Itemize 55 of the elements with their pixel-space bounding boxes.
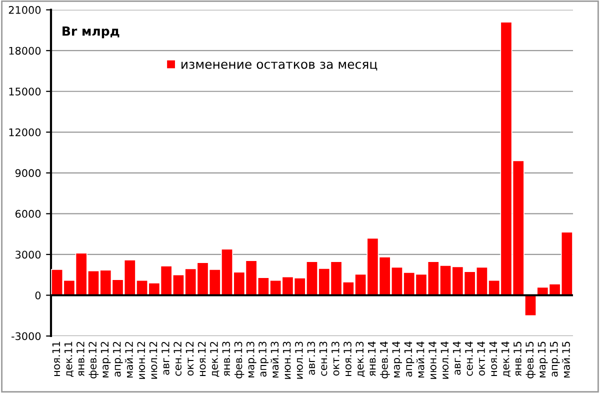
x-tick-label: сен.12 bbox=[174, 342, 182, 376]
x-tick-label: ноя.12 bbox=[198, 342, 206, 376]
y-tick-label: 3000 bbox=[16, 250, 41, 259]
y-tick-label: 6000 bbox=[15, 210, 41, 218]
y-tick-label: -3000 bbox=[12, 332, 41, 340]
x-tick-label: фев.13 bbox=[234, 342, 244, 378]
x-tick-label: окт.14 bbox=[477, 341, 485, 376]
x-tick-label: окт.12 bbox=[186, 342, 194, 376]
x-tick-label: янв.12 bbox=[76, 342, 84, 376]
x-tick-label: авг.12 bbox=[161, 342, 170, 375]
x-tick-label: июн.13 bbox=[282, 342, 291, 379]
x-tick-label: дек.11 bbox=[64, 342, 74, 377]
x-tick-label: ноя.13 bbox=[344, 342, 352, 376]
y-tick-label: 15000 bbox=[9, 88, 41, 96]
x-tick-label: янв.15 bbox=[514, 342, 522, 376]
bar bbox=[524, 294, 537, 316]
x-tick-label: фев.15 bbox=[526, 342, 536, 378]
x-tick-label: фев.14 bbox=[380, 341, 390, 378]
y-tick-label: 21000 bbox=[8, 6, 41, 14]
x-tick-label: июл.13 bbox=[295, 342, 303, 379]
x-tick-label: апр.12 bbox=[112, 342, 123, 377]
x-tick-label: сен.14 bbox=[465, 341, 473, 376]
x-tick-label: сен.13 bbox=[319, 342, 328, 376]
x-tick-label: июл.12 bbox=[149, 342, 158, 379]
x-tick-label: авг.13 bbox=[307, 342, 316, 375]
x-tick-label: май.12 bbox=[124, 342, 133, 378]
x-tick-label: апр.13 bbox=[258, 342, 268, 377]
x-tick-label: янв.13 bbox=[222, 342, 230, 376]
y-tick-label: 12000 bbox=[9, 128, 41, 136]
x-tick-label: авг.14 bbox=[452, 341, 461, 375]
x-tick-label: окт.13 bbox=[331, 342, 340, 376]
x-tick-label: ноя.14 bbox=[489, 341, 498, 376]
y-tick-label: 9000 bbox=[15, 169, 41, 178]
x-tick-label: дек.14 bbox=[502, 341, 511, 377]
legend-label: изменение остатков за месяц bbox=[182, 62, 378, 70]
x-tick-label: дек.13 bbox=[356, 342, 365, 377]
x-tick-label: мар.13 bbox=[246, 342, 256, 378]
x-tick-label: июл.14 bbox=[440, 341, 449, 379]
x-tick-label: апр.14 bbox=[404, 341, 414, 377]
x-tick-label: мар.14 bbox=[392, 341, 402, 378]
x-tick-label: май.14 bbox=[416, 341, 424, 378]
y-tick-label: 0 bbox=[35, 291, 41, 300]
x-tick-label: мар.12 bbox=[100, 342, 111, 378]
x-tick-label: май.15 bbox=[562, 342, 570, 378]
x-tick-label: июн.14 bbox=[428, 341, 436, 379]
x-tick-label: янв.14 bbox=[368, 341, 376, 376]
y-tick-label: 18000 bbox=[9, 46, 41, 55]
x-tick-label: июн.12 bbox=[137, 342, 146, 379]
x-tick-label: апр.15 bbox=[550, 342, 560, 377]
y-axis-title: Br млрд bbox=[62, 26, 120, 38]
x-tick-label: дек.12 bbox=[210, 342, 220, 377]
x-tick-label: мар.15 bbox=[538, 342, 548, 378]
x-tick-label: май.13 bbox=[270, 342, 279, 378]
x-tick-label: ноя.11 bbox=[52, 342, 60, 376]
x-tick-label: фев.12 bbox=[88, 342, 99, 378]
